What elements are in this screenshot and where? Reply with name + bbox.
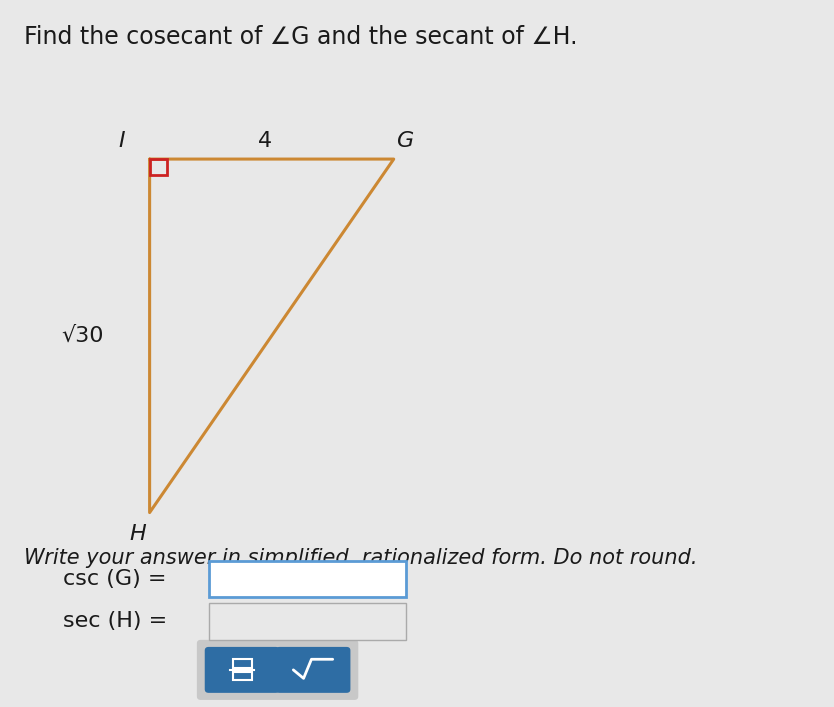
FancyBboxPatch shape xyxy=(208,561,405,597)
Text: Find the cosecant of ∠G and the secant of ∠H.: Find the cosecant of ∠G and the secant o… xyxy=(23,25,577,49)
FancyBboxPatch shape xyxy=(204,647,279,693)
Text: csc (G) =: csc (G) = xyxy=(63,569,167,589)
FancyBboxPatch shape xyxy=(275,647,350,693)
Text: √30: √30 xyxy=(62,326,104,346)
Text: Write your answer in simplified, rationalized form. Do not round.: Write your answer in simplified, rationa… xyxy=(23,548,697,568)
Text: G: G xyxy=(397,132,414,151)
Text: H: H xyxy=(129,524,146,544)
FancyBboxPatch shape xyxy=(208,603,405,640)
Text: 4: 4 xyxy=(259,132,273,151)
Text: I: I xyxy=(118,132,125,151)
Text: sec (H) =: sec (H) = xyxy=(63,612,168,631)
FancyBboxPatch shape xyxy=(197,640,359,700)
